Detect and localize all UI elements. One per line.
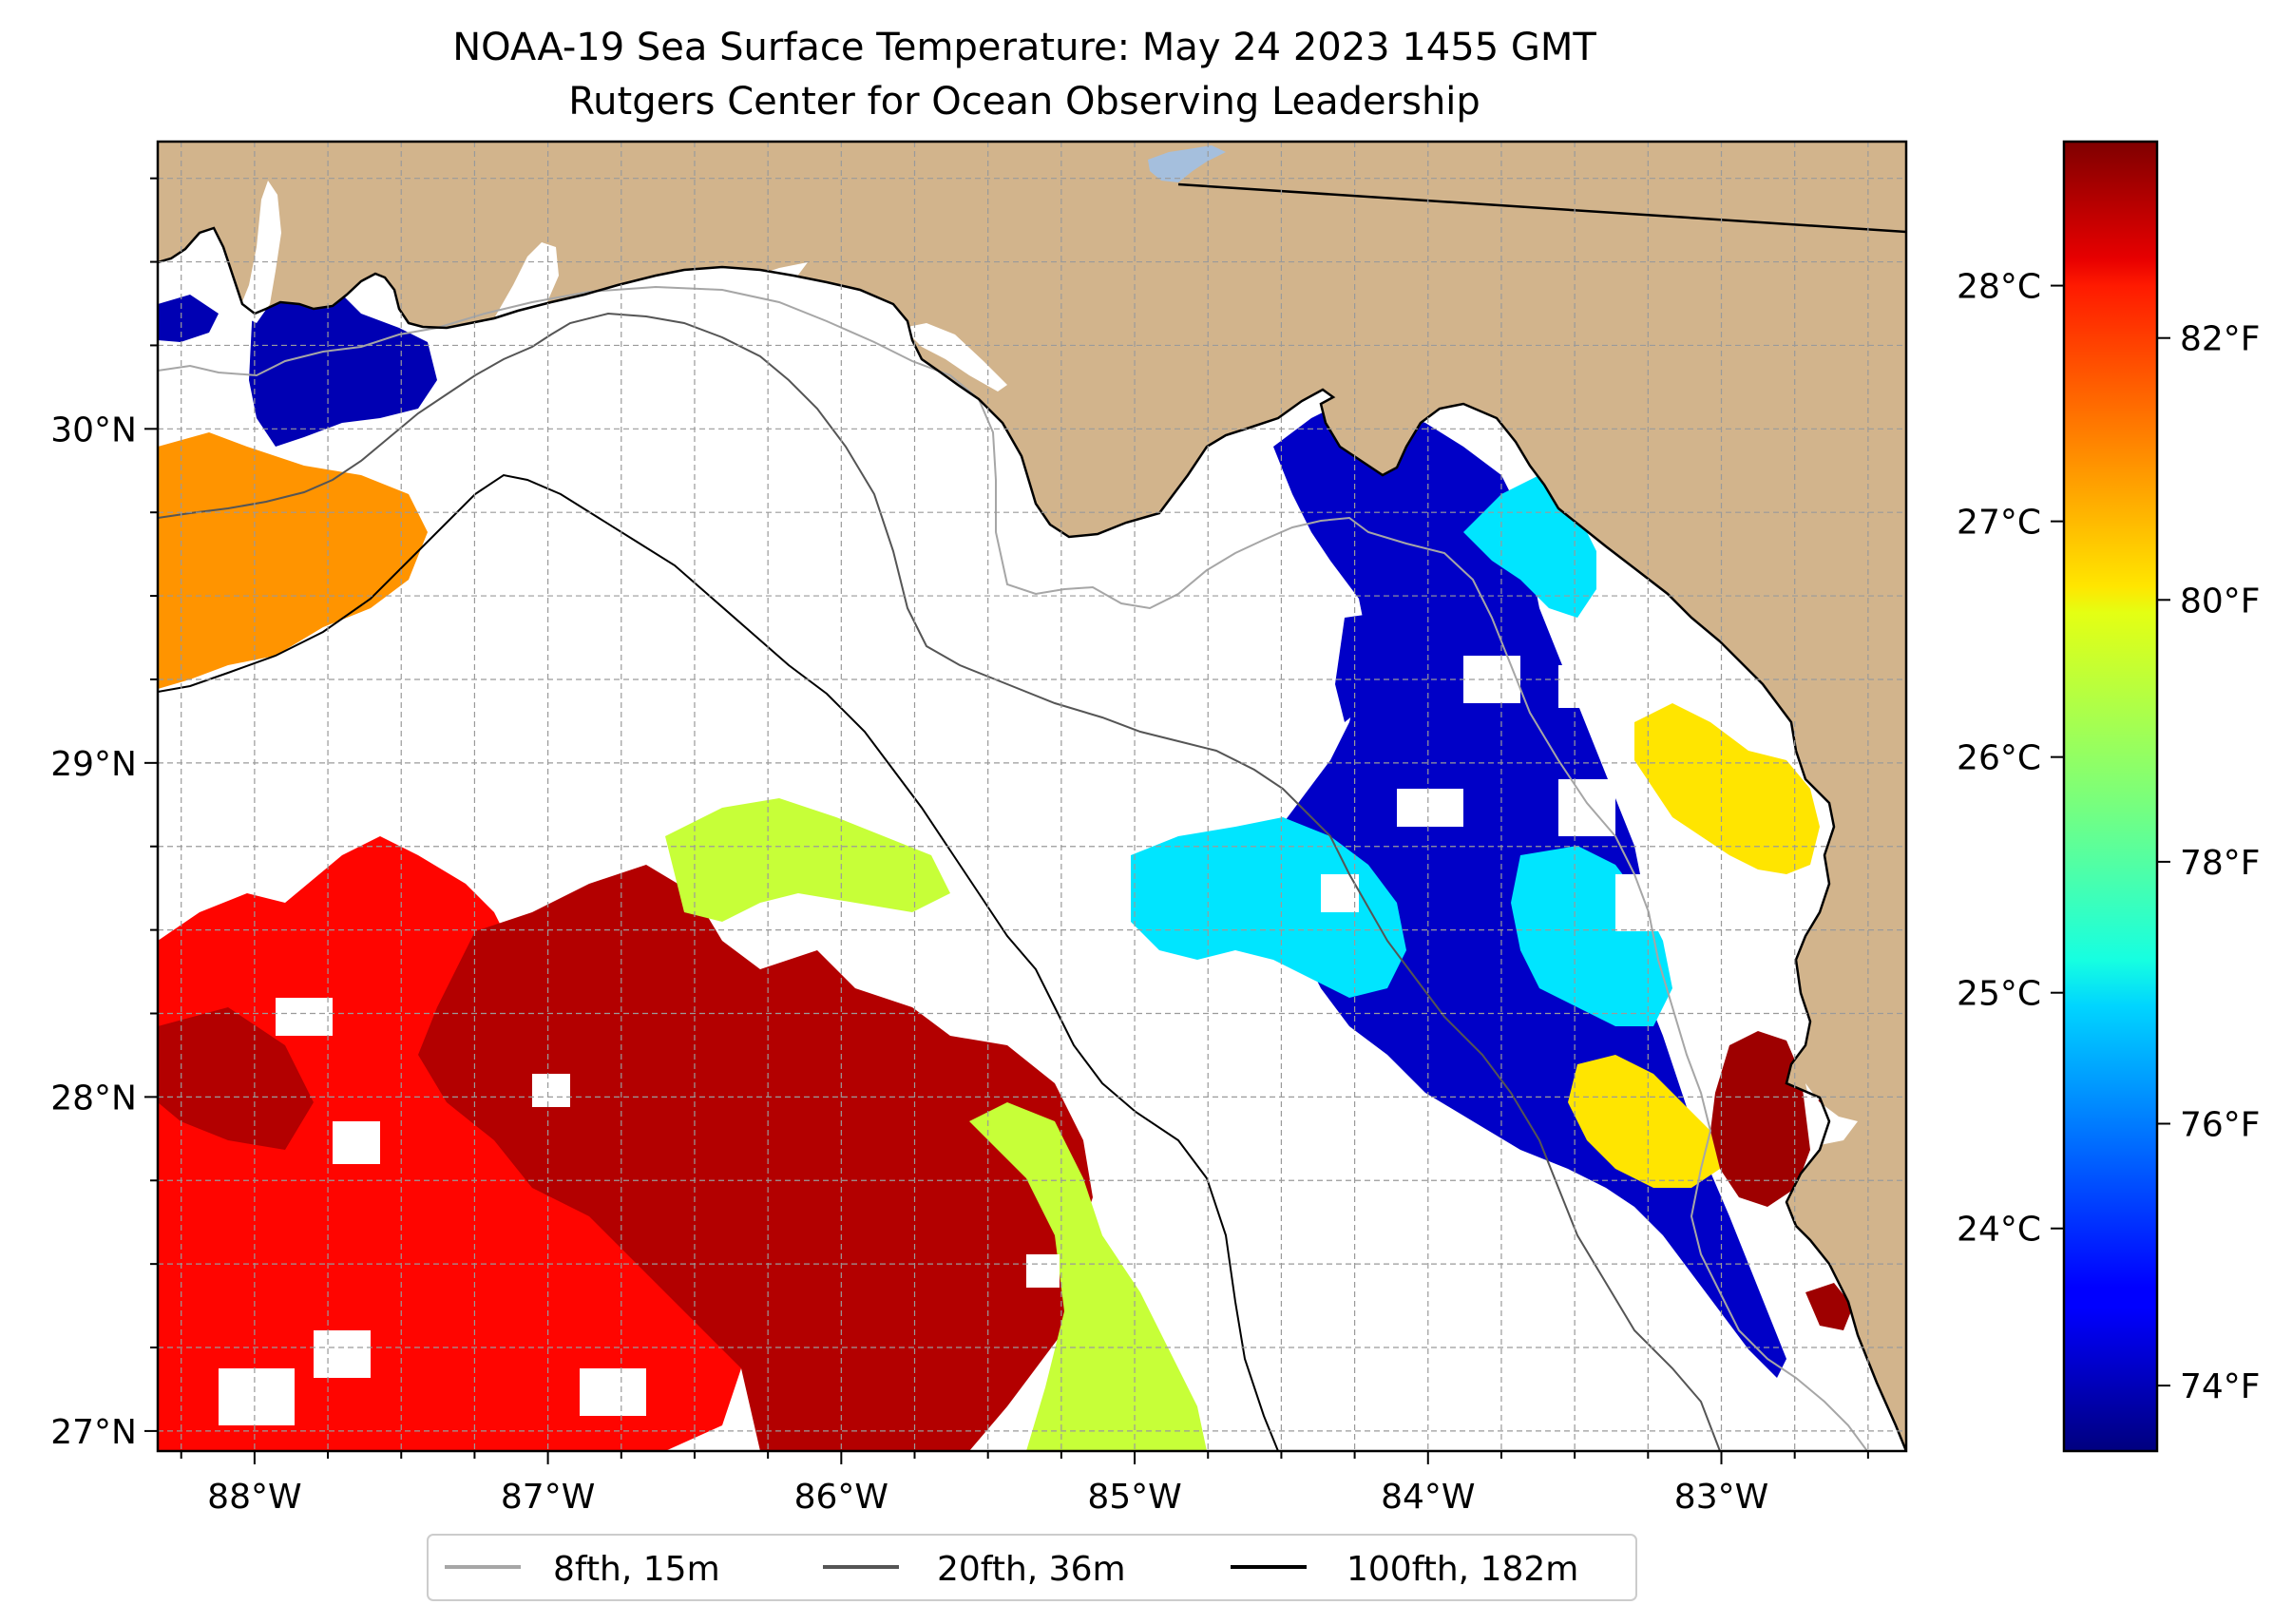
map-panel <box>158 142 1906 1451</box>
colorbar-f-tick-label: 78°F <box>2180 844 2261 883</box>
cloud-gap <box>580 1368 646 1416</box>
water-inlet-mobile-bay <box>238 181 281 323</box>
colorbar-c-tick-label: 24°C <box>1957 1211 2041 1250</box>
lat-tick-label: 28°N <box>50 1079 137 1118</box>
cloud-gap <box>314 1330 371 1378</box>
cloud-gap <box>1026 1254 1060 1288</box>
cloud-gap <box>1558 665 1601 708</box>
land-gulf-coast <box>158 142 1906 1451</box>
cloud-gap <box>1558 779 1615 836</box>
sst-patch-west-florida-teal <box>1131 475 1672 1026</box>
colorbar-gradient <box>2062 140 2159 1453</box>
title-line-2: Rutgers Center for Ocean Observing Leade… <box>568 80 1480 124</box>
lat-tick-label: 29°N <box>50 745 137 784</box>
sst-patch-mid-shelf-yellow-band <box>665 798 1207 1451</box>
water-inlet-apalachicola <box>903 323 1007 392</box>
water-inlet-tampa-bay <box>1805 1083 1858 1145</box>
map-axis-ticks: 88°W 87°W 86°W 85°W 84°W 83°W 30°N 29°N 28°N 27°N <box>50 177 1869 1517</box>
isobath-legend: 8fth, 15m 20fth, 36m 100fth, 182m <box>427 1534 1637 1601</box>
colorbar-ticks: 74°F 76°F 78°F 80°F 82°F 24°C 25°C 26°C 27°C 28°C <box>1957 268 2260 1407</box>
colorbar-c-tick-label: 26°C <box>1957 739 2041 778</box>
cloud-gap <box>1720 874 1777 931</box>
colorbar-f-tick-label: 76°F <box>2180 1106 2261 1145</box>
sst-patch-pensacola-shelf-warm <box>158 432 428 689</box>
cloud-gap <box>1615 874 1691 931</box>
lon-tick-label: 85°W <box>1087 1478 1181 1517</box>
cloud-gap <box>333 1121 380 1164</box>
state-border-line <box>1177 182 1906 234</box>
cloud-gap <box>219 1368 295 1425</box>
coastline <box>158 226 1906 1451</box>
legend-label-100fth: 100fth, 182m <box>1347 1550 1578 1589</box>
lon-tick-label: 83°W <box>1674 1478 1768 1517</box>
colorbar: 74°F 76°F 78°F 80°F 82°F 24°C 25°C 26°C 27°C 28°C <box>1957 140 2261 1453</box>
isobath-20fth <box>158 312 1721 1451</box>
lat-tick-label: 30°N <box>50 411 137 449</box>
cloud-gap <box>532 1074 570 1107</box>
isobath-100fth <box>158 473 1279 1451</box>
colorbar-c-tick-label: 27°C <box>1957 504 2041 543</box>
cloud-gap <box>276 998 333 1036</box>
lon-tick-label: 87°W <box>501 1478 595 1517</box>
lon-tick-label: 88°W <box>207 1478 301 1517</box>
legend-label-20fth: 20fth, 36m <box>937 1550 1126 1589</box>
lat-tick-label: 27°N <box>50 1413 137 1452</box>
colorbar-f-tick-label: 80°F <box>2180 582 2261 621</box>
colorbar-f-tick-label: 74°F <box>2180 1367 2261 1406</box>
isobath-8fth <box>158 285 1868 1451</box>
sst-patch-southwest-warm-pool <box>158 836 741 1451</box>
colorbar-c-tick-label: 25°C <box>1957 975 2041 1014</box>
legend-label-8fth: 8fth, 15m <box>553 1550 720 1589</box>
sst-patch-tampa-coast-yellow <box>1568 703 1820 1188</box>
title-line-1: NOAA-19 Sea Surface Temperature: May 24 … <box>452 26 1596 69</box>
legend-box <box>427 1534 1637 1601</box>
map-gridlines <box>158 142 1906 1451</box>
colorbar-f-tick-label: 82°F <box>2180 320 2261 359</box>
sst-layer <box>158 223 1906 1451</box>
sst-patch-central-hot-core <box>158 865 1093 1451</box>
cloud-gap <box>950 960 988 988</box>
colorbar-c-tick-label: 28°C <box>1957 268 2041 307</box>
lake-seminole <box>1148 145 1226 182</box>
cloud-gap <box>1397 789 1463 827</box>
map-frame <box>156 140 1908 1453</box>
lon-tick-label: 86°W <box>794 1478 888 1517</box>
lon-tick-label: 84°W <box>1381 1478 1475 1517</box>
water-inlet-st-andrew <box>703 262 808 293</box>
